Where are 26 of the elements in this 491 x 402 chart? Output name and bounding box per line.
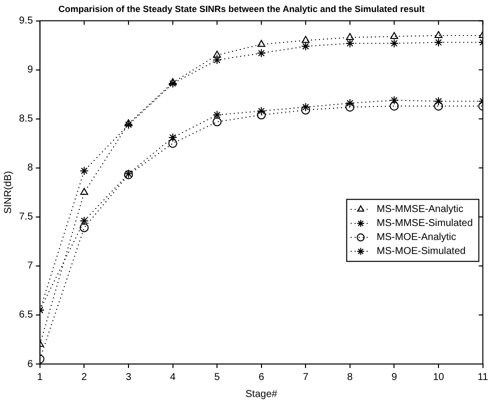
y-tick-label: 7.5: [18, 212, 34, 223]
y-tick-label: 6: [27, 358, 34, 370]
x-tick-label: 4: [170, 372, 176, 383]
x-tick-label: 2: [81, 372, 88, 383]
x-tick-label: 1: [37, 372, 44, 383]
x-tick-label: 9: [391, 372, 398, 383]
x-tick-label: 3: [126, 372, 132, 383]
x-tick-label: 11: [478, 372, 488, 383]
legend-label: MS-MMSE-Simulated: [376, 218, 473, 230]
legend-label: MS-MMSE-Analytic: [376, 204, 464, 216]
x-tick-label: 5: [214, 372, 220, 383]
chart-title: Comparision of the Steady State SINRs between the Analytic and the Simulated result: [58, 4, 425, 14]
legend-label: MS-MOE-Analytic: [376, 232, 456, 244]
y-tick-label: 7: [27, 260, 34, 272]
y-axis-title: SINR(dB): [2, 171, 14, 214]
y-tick-label: 8.5: [18, 114, 34, 125]
x-tick-label: 6: [258, 372, 265, 383]
x-tick-label: 8: [347, 372, 354, 383]
x-axis-title: Stage#: [246, 388, 278, 400]
y-tick-label: 9.5: [18, 16, 34, 27]
y-tick-label: 6.5: [18, 310, 34, 321]
y-tick-label: 9: [27, 64, 34, 76]
x-tick-label: 10: [432, 372, 445, 383]
x-tick-label: 7: [302, 372, 309, 383]
y-tick-label: 8: [27, 162, 34, 174]
legend-label: MS-MOE-Simulated: [376, 246, 466, 258]
